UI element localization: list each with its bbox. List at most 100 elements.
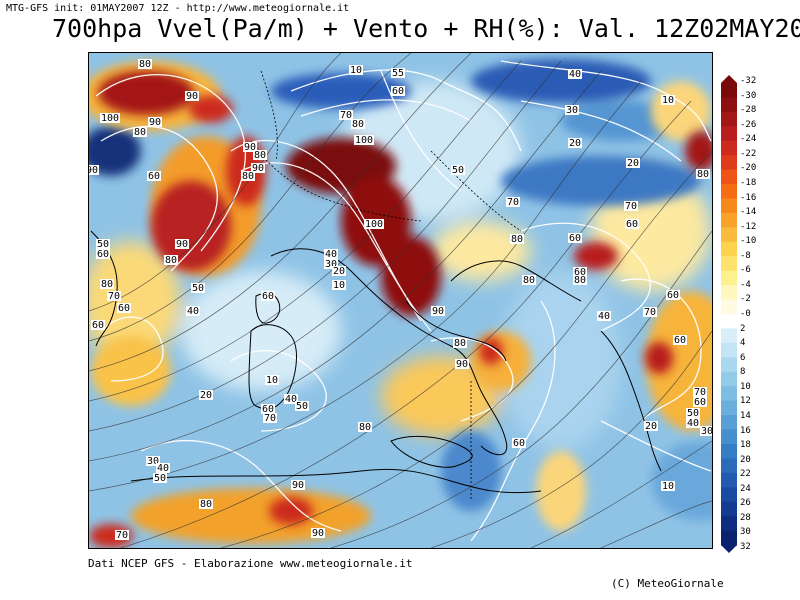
- rh-label-bg: [661, 95, 675, 105]
- rh-label-bg: [643, 307, 657, 317]
- rh-label-bg: [243, 142, 257, 152]
- colorbar: [721, 75, 737, 553]
- rh-label-bg: [565, 105, 579, 115]
- rh-isoline-label: 60: [92, 320, 104, 331]
- colorbar-cell: [721, 314, 737, 330]
- rh-isoline-label: 40: [157, 463, 169, 474]
- rh-isoline-label: 50: [97, 239, 109, 250]
- rh-label-bg: [522, 275, 536, 285]
- pale-areas: [89, 81, 711, 451]
- rh-isoline-label: 10: [662, 481, 674, 492]
- wind-streamlines: [89, 53, 712, 548]
- rh-label-bg: [625, 219, 639, 229]
- rh-label-bg: [673, 335, 687, 345]
- rh-label-bg: [512, 438, 526, 448]
- rh-isoline-label: 30: [325, 259, 337, 270]
- rh-isoline-label: 90: [432, 306, 444, 317]
- colorbar-label: 16: [740, 425, 751, 436]
- rh-label-bg: [700, 426, 712, 436]
- rh-isoline-label: 70: [108, 291, 120, 302]
- rh-isoline-label: 60: [118, 303, 130, 314]
- rh-isoline-label: 60: [262, 404, 274, 415]
- rh-isoline-label: 60: [392, 86, 404, 97]
- colorbar-cell: [721, 227, 737, 243]
- rh-isoline-label: 60: [674, 335, 686, 346]
- colorbar-label: -10: [740, 236, 757, 247]
- rh-label-bg: [175, 239, 189, 249]
- rh-label-bg: [332, 266, 346, 276]
- colorbar-cell: [721, 458, 737, 474]
- rh-label-bg: [364, 219, 384, 229]
- rh-isoline-label: 20: [627, 158, 639, 169]
- rh-label-bg: [391, 86, 405, 96]
- rh-isoline-label: 90: [89, 165, 98, 176]
- rh-isoline-label: 80: [523, 275, 535, 286]
- rh-label-bg: [186, 306, 200, 316]
- rh-label-bg: [506, 197, 520, 207]
- weather-map: 8090100809090609080908090805060807060504…: [88, 52, 713, 549]
- colorbar-cell: [721, 400, 737, 416]
- rh-label-bg: [261, 404, 275, 414]
- rh-label-bg: [147, 171, 161, 181]
- rh-isoline-label: 80: [200, 499, 212, 510]
- coastlines: [90, 230, 662, 494]
- rh-isoline-label: 70: [694, 387, 706, 398]
- rh-isoline-label: 40: [598, 311, 610, 322]
- colorbar-label: -18: [740, 177, 757, 188]
- rh-label-bg: [251, 163, 265, 173]
- rh-isoline-label: 30: [566, 105, 578, 116]
- colorbar-label: -26: [740, 119, 757, 130]
- colorbar-label: 10: [740, 381, 751, 392]
- rh-isoline-label: 20: [569, 138, 581, 149]
- rh-label-bg: [358, 422, 372, 432]
- colorbar-cell: [721, 241, 737, 257]
- rh-isoline-label: 90: [252, 163, 264, 174]
- data-source: Dati NCEP GFS - Elaborazione www.meteogi…: [88, 557, 413, 570]
- colorbar-label: -24: [740, 134, 757, 145]
- rh-label-bg: [185, 91, 199, 101]
- rh-label-bg: [693, 387, 707, 397]
- colorbar-label: 24: [740, 483, 751, 494]
- rh-isoline-label: 50: [452, 165, 464, 176]
- rh-label-bg: [510, 234, 524, 244]
- rh-label-bg: [96, 239, 110, 249]
- colorbar-label: -14: [740, 207, 757, 218]
- rh-isoline-label: 30: [147, 456, 159, 467]
- rh-isoline-label: 80: [574, 275, 586, 286]
- colorbar-cell: [721, 111, 737, 127]
- colorbar-cell: [721, 83, 737, 99]
- rh-isoline-label: 60: [513, 438, 525, 449]
- rh-isoline-label: 100: [365, 219, 383, 230]
- rh-label-bg: [148, 117, 162, 127]
- map-canvas: 8090100809090609080908090805060807060504…: [89, 53, 712, 548]
- colorbar-label: 30: [740, 527, 751, 538]
- borders: [250, 70, 522, 501]
- colorbar-cell: [721, 270, 737, 286]
- rh-isoline-label: 20: [645, 421, 657, 432]
- colorbar-label: -16: [740, 192, 757, 203]
- colorbar-label: -30: [740, 90, 757, 101]
- rh-label-bg: [455, 359, 469, 369]
- rh-isoline-label: 55: [392, 68, 404, 79]
- rh-label-bg: [253, 150, 267, 160]
- colorbar-label: -32: [740, 76, 757, 86]
- colorbar-label: 6: [740, 352, 746, 363]
- colorbar-cell: [721, 501, 737, 517]
- rh-label-bg: [164, 255, 178, 265]
- rh-label-bg: [351, 119, 365, 129]
- rh-label-bg: [666, 290, 680, 300]
- rh-isoline-label: 80: [165, 255, 177, 266]
- colorbar-label: -22: [740, 148, 757, 159]
- rh-isoline-label: 60: [667, 290, 679, 301]
- colorbar-label: -6: [740, 265, 751, 276]
- rh-label-bg: [696, 169, 710, 179]
- rh-label-bg: [339, 110, 353, 120]
- colorbar-cell: [721, 140, 737, 156]
- rh-label-bg: [100, 113, 120, 123]
- rh-label-bg: [153, 473, 167, 483]
- rh-isoline-label: 60: [694, 397, 706, 408]
- colorbar-label: 32: [740, 542, 751, 552]
- rh-label-bg: [568, 138, 582, 148]
- rh-label-bg: [354, 135, 374, 145]
- colorbar-cell: [721, 357, 737, 373]
